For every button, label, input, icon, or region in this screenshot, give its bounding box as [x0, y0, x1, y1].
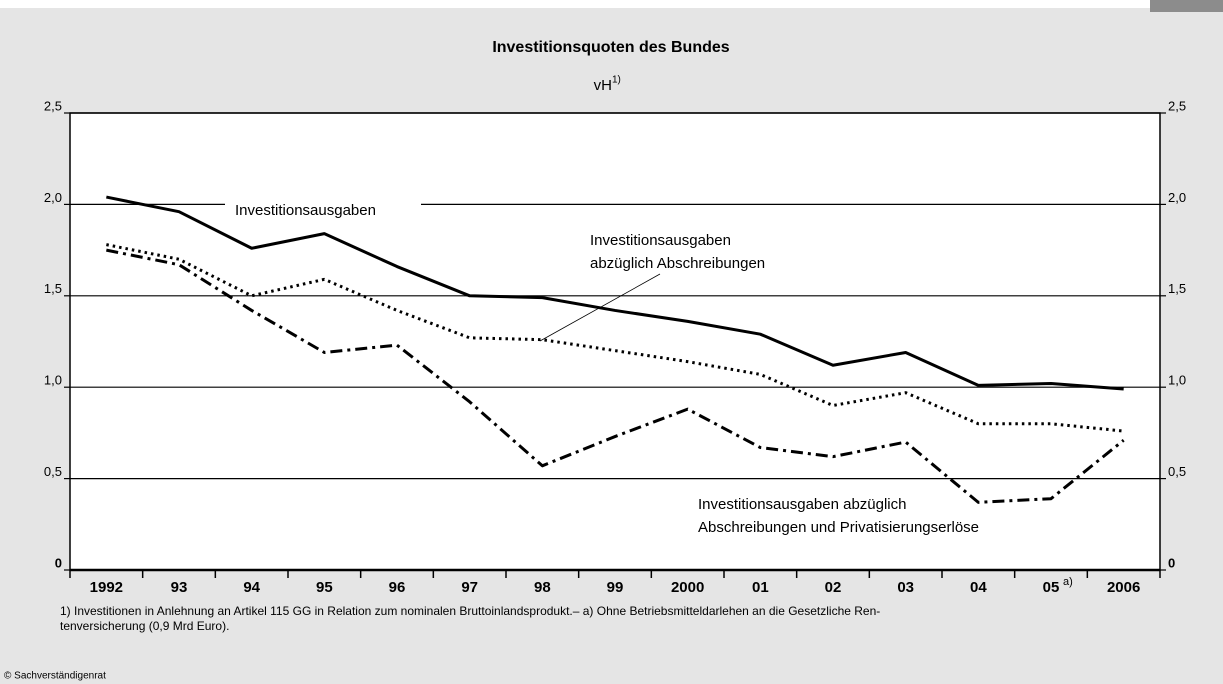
x-tick-label: 2006: [1107, 579, 1140, 596]
category-note: a): [1063, 576, 1073, 588]
top-strip: [0, 0, 1223, 8]
x-tick-label: 02: [825, 579, 842, 596]
leader-line: [539, 273, 661, 342]
x-tick-label: 01: [752, 579, 769, 596]
y-tick-label: 1,0: [44, 373, 62, 388]
footnote: tenversicherung (0,9 Mrd Euro).: [60, 619, 229, 633]
y-tick-label: 0,5: [44, 464, 62, 479]
series-line: [106, 195, 1124, 391]
series-label: Investitionsausgaben abzüglich: [698, 496, 906, 513]
chart-title: Investitionsquoten des Bundes: [492, 39, 729, 56]
x-tick-label: 95: [316, 579, 333, 596]
plot-area: [70, 113, 1160, 570]
y2-tick-label: 1,0: [1168, 373, 1186, 388]
x-tick-label: 97: [461, 579, 478, 596]
label-backdrop: [225, 196, 421, 214]
x-tick-label: 03: [897, 579, 914, 596]
x-tick-label: 94: [243, 579, 260, 596]
corner-tab: [1150, 0, 1223, 12]
y2-tick-label: 2,5: [1168, 98, 1186, 113]
x-tick-label: 2000: [671, 579, 704, 596]
y-tick-label: 2,0: [44, 190, 62, 205]
y2-tick-label: 1,5: [1168, 281, 1186, 296]
subtitle-note: 1): [612, 75, 621, 86]
footnote: 1) Investitionen in Anlehnung an Artikel…: [60, 604, 880, 618]
x-tick-label: 96: [389, 579, 406, 596]
x-tick-label: 98: [534, 579, 551, 596]
series-label: Abschreibungen und Privatisierungserlöse: [698, 519, 979, 536]
series-line: [106, 248, 1125, 504]
series-label: abzüglich Abschreibungen: [590, 255, 765, 272]
series-line: [106, 243, 1124, 433]
y-tick-label: 2,5: [44, 98, 62, 113]
x-tick-label: 99: [607, 579, 624, 596]
y-tick-label: 1,5: [44, 281, 62, 296]
source: © Sachverständigenrat: [4, 671, 106, 682]
series-label: Investitionsausgaben: [235, 202, 376, 219]
x-tick-label: 04: [970, 579, 987, 596]
subtitle: vH: [594, 77, 612, 94]
y-tick-label: 0: [55, 555, 62, 570]
y2-tick-label: 0: [1168, 555, 1175, 570]
x-tick-label: 93: [171, 579, 188, 596]
y2-tick-label: 0,5: [1168, 464, 1186, 479]
series-label: Investitionsausgaben: [590, 232, 731, 249]
y2-tick-label: 2,0: [1168, 190, 1186, 205]
x-tick-label: 05: [1043, 579, 1060, 596]
x-tick-label: 1992: [90, 579, 123, 596]
